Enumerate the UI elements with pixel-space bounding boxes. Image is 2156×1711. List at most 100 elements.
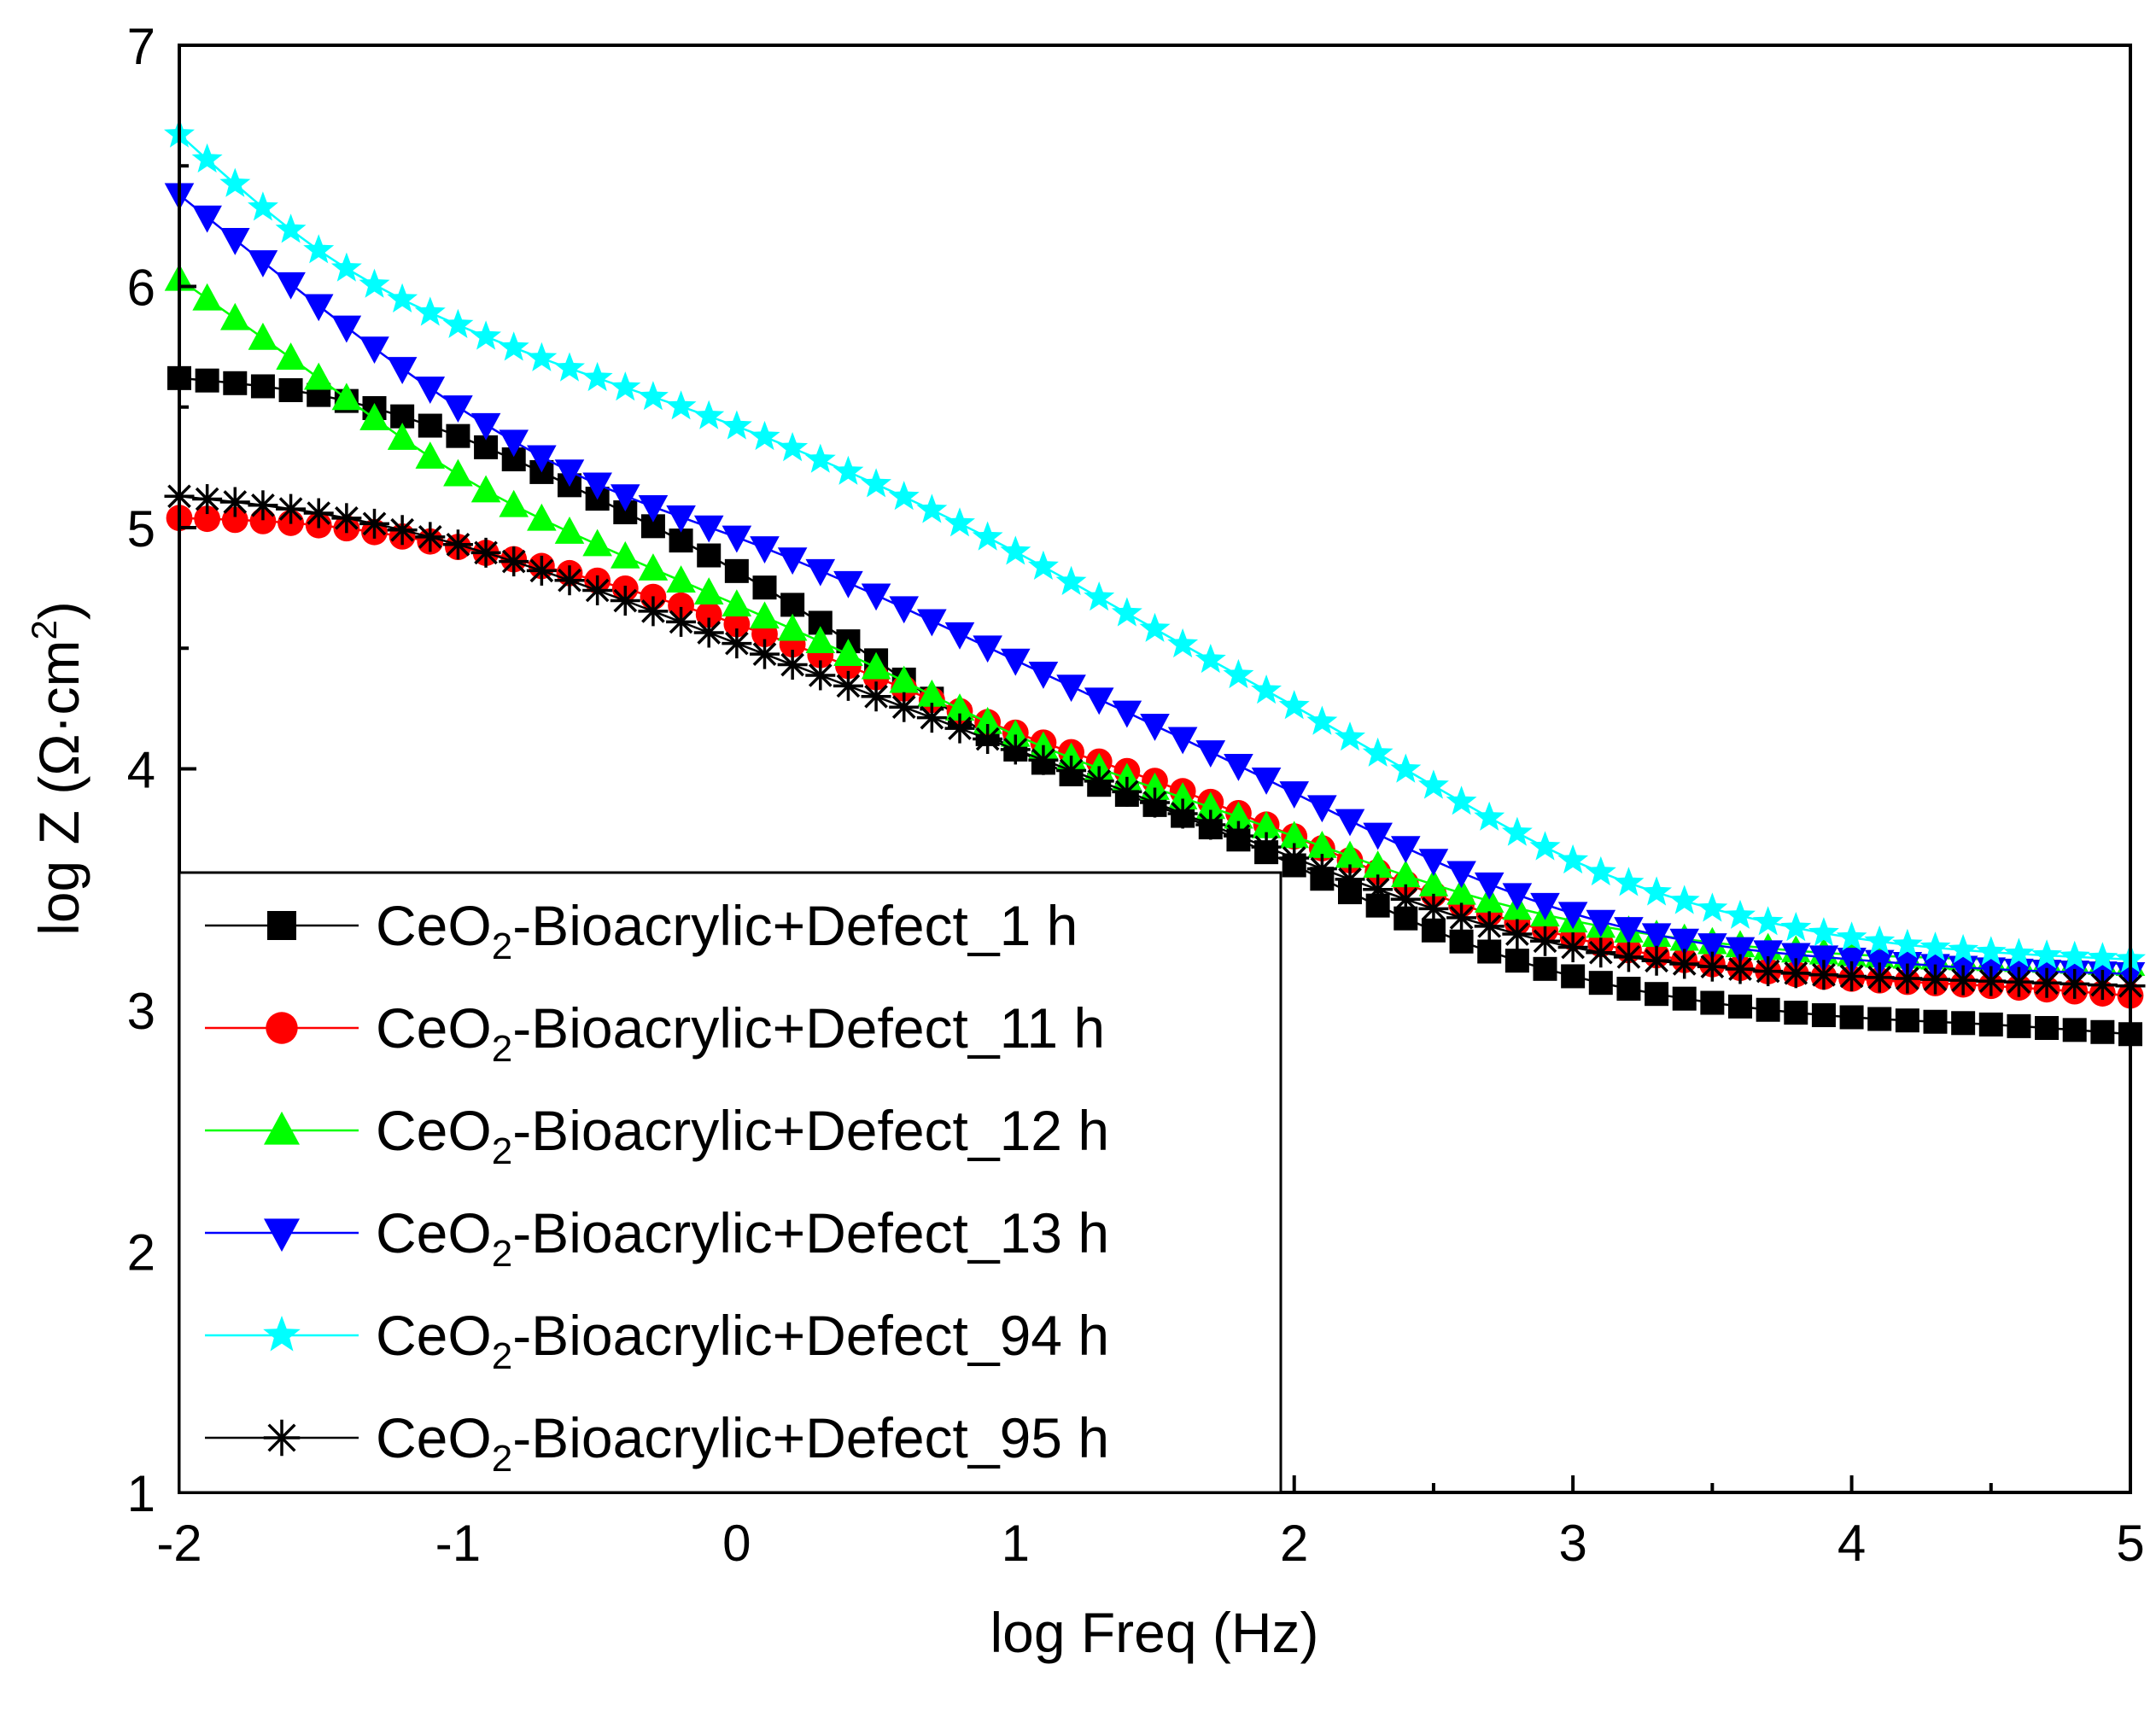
series-3-point: [192, 283, 222, 311]
series-3-point: [276, 342, 306, 370]
series-4-point: [777, 547, 808, 575]
series-5-point: [1139, 612, 1171, 642]
series-5-point: [1585, 856, 1616, 886]
y-tick-label: 2: [127, 1224, 155, 1282]
series-4-point: [1335, 809, 1365, 837]
series-6-point: [1084, 766, 1114, 797]
series-6-point: [722, 628, 752, 659]
series-4-point: [1641, 923, 1672, 951]
y-tick-label: 5: [127, 500, 155, 558]
series-1-point: [1728, 994, 1752, 1019]
series-5-point: [414, 296, 446, 326]
series-4-point: [1195, 740, 1226, 768]
legend-marker: [267, 911, 296, 940]
series-1-point: [1867, 1007, 1892, 1031]
series-1-point: [1616, 977, 1641, 1001]
series-5-point: [1167, 628, 1199, 658]
series-1-point: [1951, 1011, 1976, 1036]
series-6-point: [861, 681, 891, 712]
series-3-point: [638, 553, 669, 581]
series-6-point: [1223, 820, 1253, 851]
series-5-point: [916, 493, 948, 523]
series-4-point: [248, 250, 278, 277]
series-6-point: [1948, 965, 1978, 996]
series-3-point: [331, 382, 362, 411]
series-6-point: [1056, 756, 1087, 786]
series-4-point: [1725, 937, 1756, 965]
series-3-point: [1140, 772, 1170, 800]
legend-item: CeO2-Bioacrylic+Defect_12 h: [205, 1099, 1109, 1172]
series-1-point: [1784, 1001, 1808, 1025]
series-6-point: [750, 639, 780, 669]
series-4-point: [944, 622, 975, 650]
series-4-point: [1000, 648, 1031, 676]
series-6-point: [1418, 893, 1449, 924]
series-6-point: [693, 617, 724, 648]
x-tick-label: 3: [1558, 1515, 1586, 1572]
series-3-point: [219, 302, 250, 330]
series-4-point: [805, 558, 836, 587]
series-4-point: [666, 505, 696, 533]
series-3-point: [359, 403, 389, 430]
series-6-point: [1725, 954, 1756, 984]
series-5-point: [1613, 867, 1645, 896]
series-4-point: [1808, 945, 1839, 973]
x-tick-label: 1: [1002, 1515, 1030, 1572]
series-6-point: [944, 713, 975, 744]
legend-box: [178, 871, 1282, 1494]
series-3-point: [777, 613, 808, 641]
series-4-point: [415, 377, 446, 404]
series-6-point: [833, 670, 863, 701]
series-5-point: [749, 420, 780, 451]
legend-label: CeO2-Bioacrylic+Defect_13 h: [376, 1201, 1109, 1275]
series-6-point: [1669, 949, 1700, 979]
y-axis-title-superscript: 2: [24, 620, 64, 639]
series-5-point: [1028, 550, 1059, 580]
series-6-point: [359, 508, 389, 539]
series-6-point: [777, 650, 808, 680]
series-1-point: [1533, 956, 1557, 981]
series-6-point: [1586, 937, 1616, 968]
series-6-point: [248, 490, 278, 521]
series-2-point: [221, 506, 248, 534]
series-5-point: [442, 308, 474, 338]
series-6-point: [1140, 787, 1170, 818]
series-5-point: [944, 507, 975, 537]
series-5-point: [470, 320, 501, 350]
series-5-point: [1891, 928, 1923, 958]
series-5-point: [1836, 921, 1867, 951]
series-5-point: [1111, 597, 1142, 627]
series-5-point: [387, 283, 418, 312]
series-5-point: [1335, 721, 1365, 751]
series-5-point: [554, 352, 585, 382]
series-3-point: [861, 651, 891, 680]
series-5-point: [1668, 885, 1700, 914]
series-3-point: [1279, 820, 1310, 849]
series-5-point: [359, 268, 390, 298]
legend-marker: [264, 1218, 300, 1253]
series-4-point: [750, 536, 780, 564]
series-6-point: [1557, 932, 1588, 963]
series-6-point: [2031, 967, 2062, 998]
series-6-point: [331, 503, 362, 534]
series-5-point: [1474, 801, 1505, 831]
series-4-point: [554, 459, 585, 488]
series-1-point: [1477, 939, 1502, 964]
series-5-point: [638, 381, 669, 411]
series-layer: [164, 118, 2146, 1047]
series-1-point: [697, 543, 722, 568]
series-3-point: [1335, 840, 1365, 868]
series-6-point: [1753, 956, 1784, 987]
y-tick-label: 4: [127, 742, 155, 799]
y-tick-label: 6: [127, 260, 155, 317]
series-6-point: [805, 660, 836, 691]
series-3-point: [470, 475, 501, 503]
series-4-point: [1530, 892, 1560, 920]
series-4-point: [917, 609, 947, 637]
series-6-point: [499, 546, 529, 577]
series-5-point: [303, 234, 335, 264]
series-4-point: [470, 412, 501, 441]
series-5-point: [1055, 565, 1087, 595]
series-6-point: [1641, 945, 1672, 976]
